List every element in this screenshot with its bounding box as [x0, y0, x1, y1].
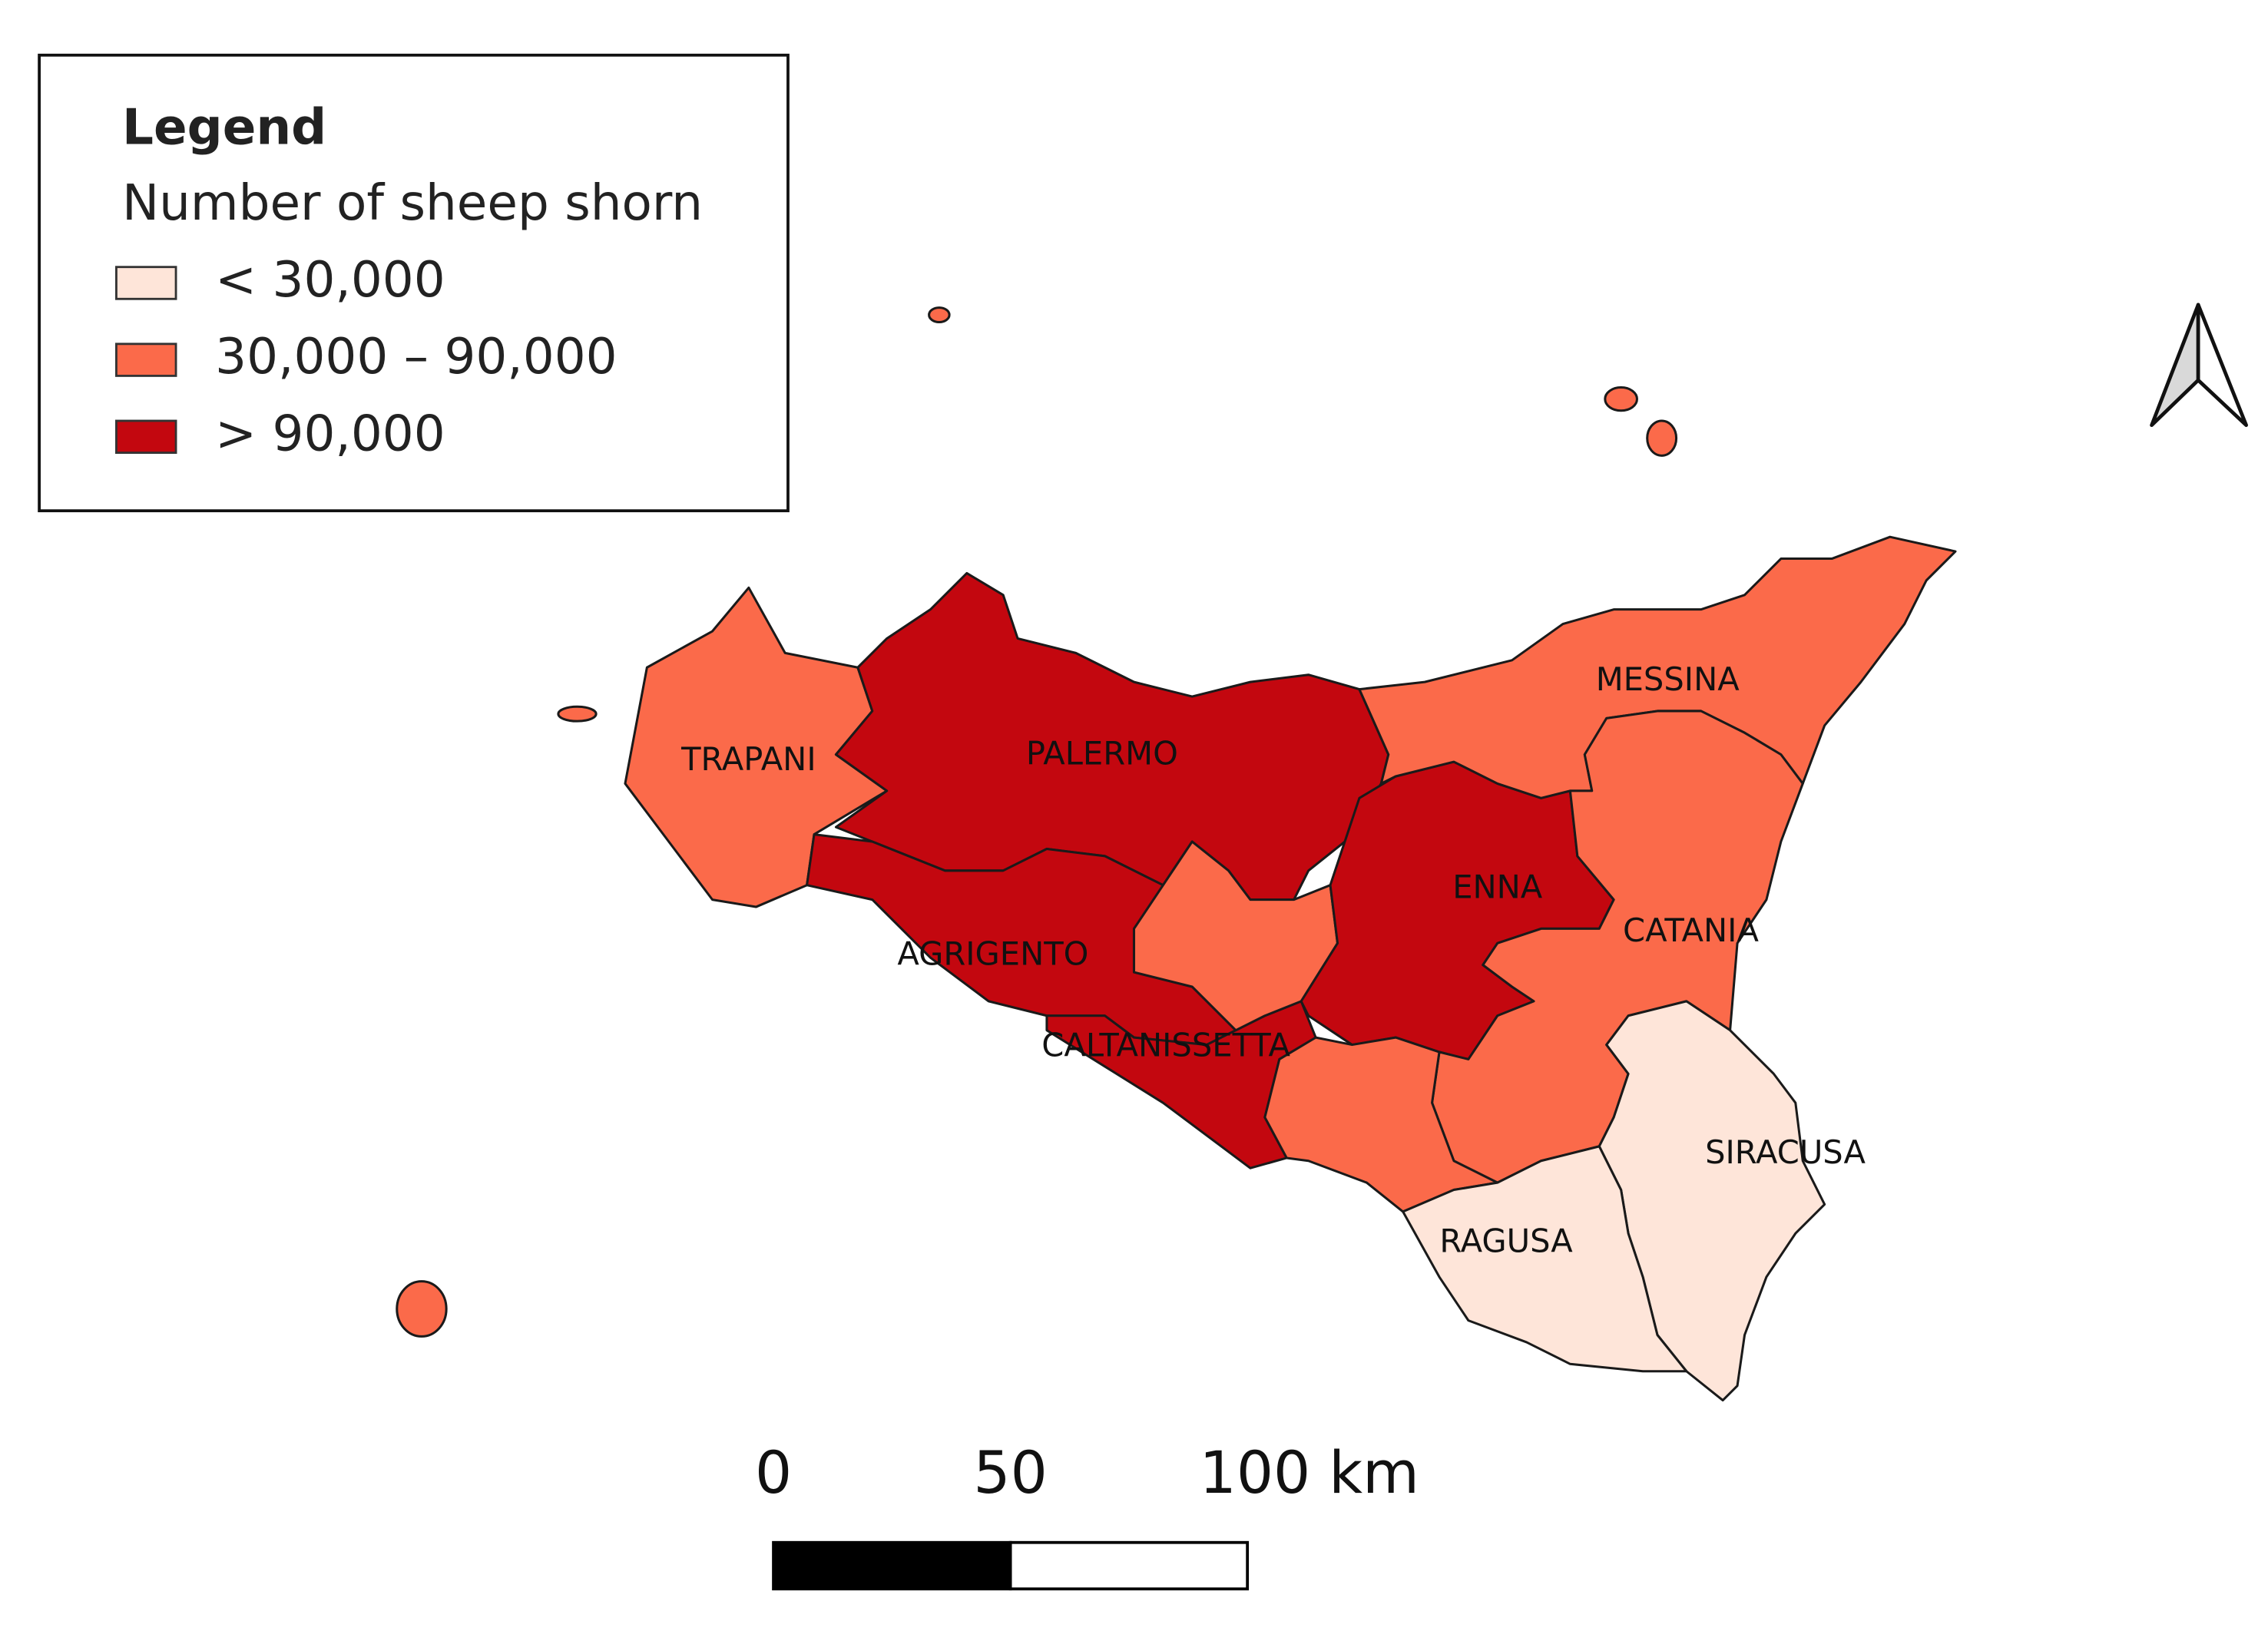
province-label: RAGUSA [1439, 1222, 1573, 1259]
legend-swatch [115, 419, 177, 454]
legend-title: Legend [122, 99, 326, 157]
scale-segment [772, 1540, 1012, 1591]
legend-label: 30,000 – 90,000 [215, 328, 617, 385]
north-arrow [2196, 303, 2248, 428]
island [396, 1280, 448, 1338]
province-label: MESSINA [1596, 660, 1740, 698]
island [557, 705, 598, 723]
island [1646, 419, 1678, 457]
province-label: CATANIA [1623, 911, 1759, 949]
legend-label: > 90,000 [215, 405, 445, 462]
island [1604, 386, 1638, 412]
legend-swatch [115, 342, 177, 377]
island [928, 306, 951, 324]
province-label: CALTANISSETTA [1041, 1026, 1290, 1064]
scale-label: 50 [973, 1439, 1047, 1507]
legend-items: < 30,000 30,000 – 90,000 > 90,000 [115, 251, 617, 462]
region [1263, 1036, 1499, 1213]
province-label: ENNA [1452, 868, 1543, 905]
scale-label: 0 [755, 1439, 792, 1507]
province-label: AGRIGENTO [897, 935, 1088, 972]
scale-label: 100 km [1200, 1439, 1419, 1507]
scale-segment [1008, 1540, 1250, 1591]
legend-swatch [115, 266, 177, 300]
province-label: PALERMO [1026, 735, 1178, 772]
legend-subtitle: Number of sheep shorn [122, 174, 703, 232]
scale-bar: 0 50 100 km [755, 1439, 1419, 1591]
legend-label: < 30,000 [215, 251, 445, 309]
province-ragusa [1402, 1145, 1688, 1373]
province-label: TRAPANI [680, 740, 816, 778]
province-label: SIRACUSA [1705, 1133, 1866, 1171]
